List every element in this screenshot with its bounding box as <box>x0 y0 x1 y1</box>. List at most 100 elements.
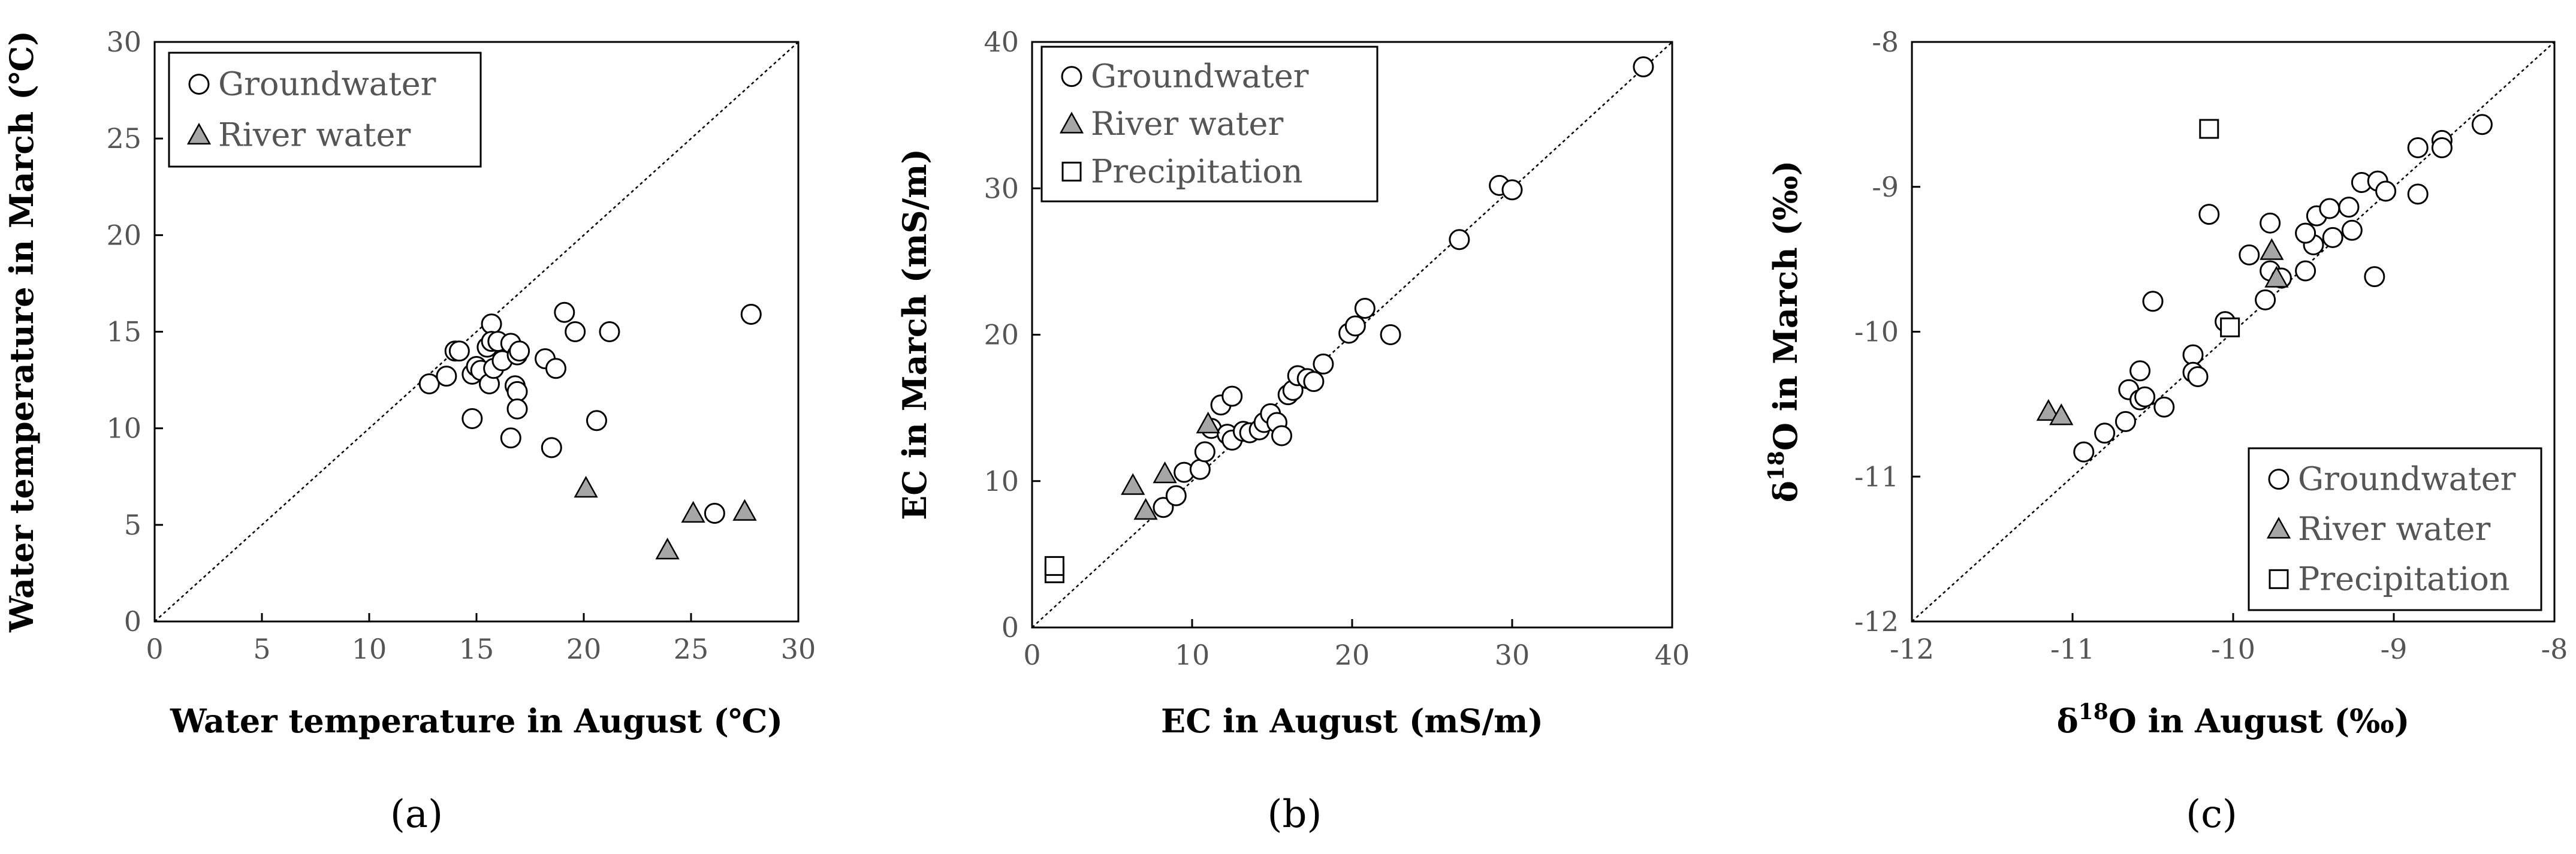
series-river-water <box>2036 238 2289 426</box>
data-point-circle <box>1633 56 1654 78</box>
data-point-circle <box>1165 485 1187 506</box>
x-tick-label: -10 <box>2211 633 2255 665</box>
data-point-triangle <box>1133 498 1158 520</box>
series-precipitation <box>2199 119 2240 337</box>
data-point-triangle <box>2264 265 2289 288</box>
data-point-circle <box>2255 289 2276 310</box>
x-tick-label: 0 <box>1023 639 1040 671</box>
x-tick-label: 10 <box>352 633 387 665</box>
x-tick-label: 0 <box>146 633 163 665</box>
data-point-triangle <box>1153 461 1177 484</box>
data-point-triangle <box>732 499 757 521</box>
data-point-circle <box>1194 441 1215 463</box>
panel-a: 0 5 10 15 20 25 30 0 5 10 15 20 25 30 Water temperatur… <box>2 26 816 837</box>
y-tick-label: 25 <box>106 122 141 155</box>
legend-marker-circle <box>1061 66 1082 87</box>
y-tick-label: 5 <box>124 509 141 541</box>
x-tick-label: -8 <box>2541 633 2568 665</box>
data-point-triangle <box>655 538 680 560</box>
series-river-water <box>574 476 757 560</box>
y-tick-label: 30 <box>984 172 1019 204</box>
y-tick-label: 10 <box>984 465 1019 497</box>
legend-label: Precipitation <box>2298 560 2510 598</box>
data-point-circle <box>2129 360 2151 382</box>
legend-marker-square <box>2269 569 2289 589</box>
data-point-circle <box>2471 114 2493 135</box>
data-point-circle <box>554 301 575 323</box>
x-tick-label: 20 <box>1335 639 1370 671</box>
data-point-circle <box>481 313 502 335</box>
data-point-circle <box>2407 183 2429 205</box>
data-point-circle <box>2134 386 2156 408</box>
data-point-circle <box>740 303 762 325</box>
data-point-circle <box>2407 137 2429 158</box>
one-to-one-line <box>154 41 799 622</box>
legend-label: River water <box>2298 510 2490 548</box>
x-tick-label: 15 <box>459 633 494 665</box>
series-precipitation <box>1044 556 1064 584</box>
data-point-circle <box>1449 229 1470 251</box>
data-point-triangle <box>1196 411 1220 434</box>
series-river-water <box>1121 411 1220 520</box>
legend-marker-triangle <box>2266 517 2291 539</box>
y-tick-label: -10 <box>1854 316 1899 348</box>
y-tick-label: 10 <box>106 412 141 445</box>
x-axis-title: Water temperature in August (℃) <box>170 702 783 740</box>
data-point-triangle <box>1121 473 1145 495</box>
data-point-circle <box>1153 497 1174 518</box>
y-axis-title-prefix: δ <box>1766 481 1805 502</box>
data-point-circle <box>1380 324 1401 345</box>
data-point-circle <box>2239 244 2260 265</box>
legend-marker-circle <box>188 74 210 95</box>
x-tick-label: 30 <box>1495 639 1530 671</box>
data-point-circle <box>506 398 528 420</box>
y-axis-title: EC in March (mS/m) <box>895 149 934 520</box>
data-point-square <box>2220 317 2240 337</box>
data-point-circle <box>586 410 607 431</box>
x-axis-title-suffix: O in August (‰) <box>2109 702 2410 740</box>
data-point-circle <box>1313 353 1334 375</box>
legend-marker-square <box>1061 161 1082 182</box>
y-tick-label: -11 <box>1854 460 1899 493</box>
legend: Groundwater River water Precipitation <box>1040 46 1379 203</box>
data-point-circle <box>2341 219 2363 241</box>
data-point-circle <box>1501 179 1523 201</box>
y-axis-title: δ18O in March (‰) <box>1764 161 1805 503</box>
x-tick-label: -9 <box>2381 633 2408 665</box>
series-groundwater <box>1153 56 1654 518</box>
panel-caption: (b) <box>1268 792 1322 837</box>
data-point-circle <box>1354 298 1376 319</box>
data-point-circle <box>1344 315 1366 337</box>
data-point-circle <box>2115 411 2136 432</box>
panel-caption: (c) <box>2186 792 2237 837</box>
data-point-circle <box>704 502 725 524</box>
legend-box <box>168 52 482 168</box>
data-point-circle <box>436 366 457 387</box>
data-point-circle <box>2187 366 2209 387</box>
series-groundwater <box>2073 114 2493 463</box>
x-tick-label: 20 <box>566 633 602 665</box>
y-axis-title-suffix: O in March (‰) <box>1766 161 1805 451</box>
data-point-circle <box>2295 222 2316 244</box>
x-tick-label: 40 <box>1655 639 1690 671</box>
data-point-square <box>2199 119 2219 139</box>
y-axis-title: Water temperature in March (℃) <box>2 31 41 633</box>
data-point-triangle <box>2036 399 2061 421</box>
series-groundwater <box>418 301 762 524</box>
data-point-square <box>1044 556 1064 576</box>
data-point-circle <box>461 408 483 430</box>
legend: Groundwater River water Precipitation <box>2248 447 2542 611</box>
legend-label: Precipitation <box>1091 152 1303 190</box>
data-point-circle <box>500 427 521 449</box>
x-tick-label: 30 <box>781 633 816 665</box>
legend: Groundwater River water <box>168 52 482 168</box>
x-axis-title: δ18O in August (‰) <box>2057 699 2410 740</box>
data-point-circle <box>2431 137 2453 158</box>
x-axis-title: EC in August (mS/m) <box>1161 702 1543 740</box>
y-tick-label: 0 <box>124 605 141 638</box>
data-point-circle <box>2322 227 2343 248</box>
x-axis-title-prefix: δ <box>2057 702 2079 740</box>
data-point-circle <box>418 373 440 395</box>
